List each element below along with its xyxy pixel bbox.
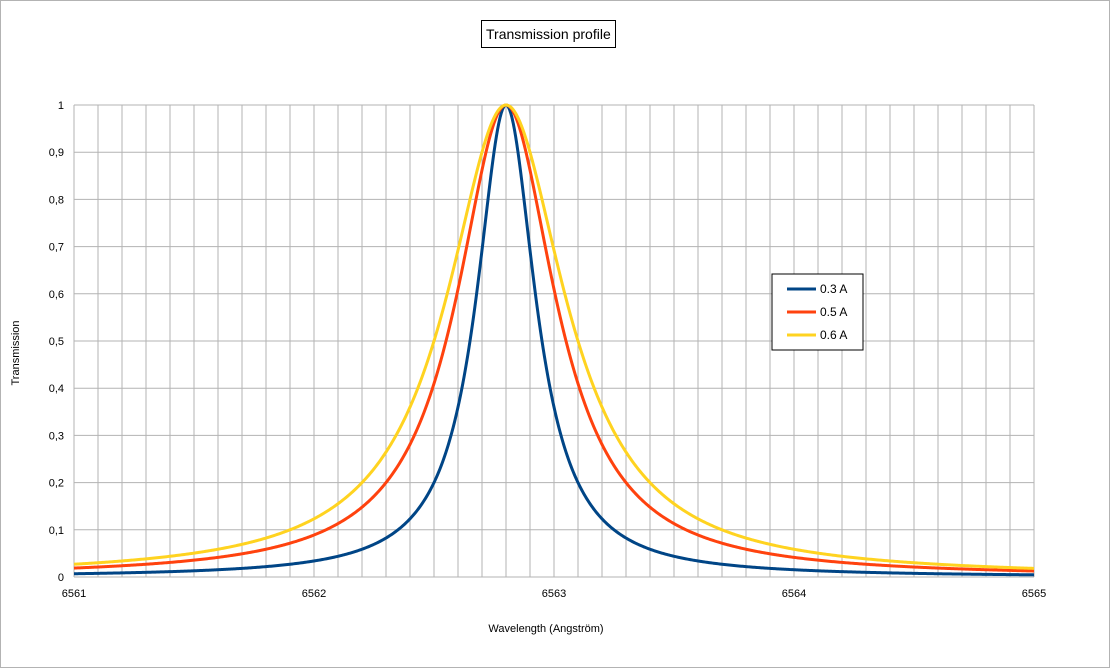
x-tick-label: 6564 bbox=[782, 588, 806, 600]
y-axis-label: Transmission bbox=[10, 321, 22, 386]
grid bbox=[73, 104, 1035, 578]
y-tick-label: 0,4 bbox=[49, 383, 64, 395]
series-lines bbox=[73, 103, 1035, 577]
legend-label: 0.3 A bbox=[820, 282, 847, 296]
series-line-3 bbox=[73, 103, 1035, 570]
y-tick-label: 0,9 bbox=[49, 147, 64, 159]
x-tick-label: 6562 bbox=[302, 588, 326, 600]
x-tick-label: 6563 bbox=[542, 588, 566, 600]
tick-labels: 0 0,1 0,2 0,3 0,4 0,5 0,6 0,7 0,8 0,9 1 6561 6562 656… bbox=[49, 100, 1047, 600]
series-line-1 bbox=[73, 103, 1035, 577]
legend-label: 0.6 A bbox=[820, 328, 847, 342]
x-axis-label: Wavelength (Angström) bbox=[488, 623, 603, 635]
y-tick-label: 0,2 bbox=[49, 478, 64, 490]
y-tick-label: 0 bbox=[58, 572, 64, 584]
y-tick-label: 0,8 bbox=[49, 194, 64, 206]
y-tick-label: 1 bbox=[58, 100, 64, 112]
legend-box bbox=[771, 273, 864, 351]
y-tick-label: 0,6 bbox=[49, 289, 64, 301]
chart-title: Transmission profile bbox=[481, 20, 616, 48]
x-tick-label: 6565 bbox=[1022, 588, 1046, 600]
y-tick-label: 0,7 bbox=[49, 242, 64, 254]
series-line-2 bbox=[73, 103, 1035, 573]
y-tick-label: 0,1 bbox=[49, 525, 64, 537]
y-tick-label: 0,5 bbox=[49, 336, 64, 348]
legend-label: 0.5 A bbox=[820, 305, 847, 319]
legend: 0.3 A 0.5 A 0.6 A bbox=[771, 273, 864, 351]
x-tick-label: 6561 bbox=[62, 588, 86, 600]
y-tick-label: 0,3 bbox=[49, 430, 64, 442]
